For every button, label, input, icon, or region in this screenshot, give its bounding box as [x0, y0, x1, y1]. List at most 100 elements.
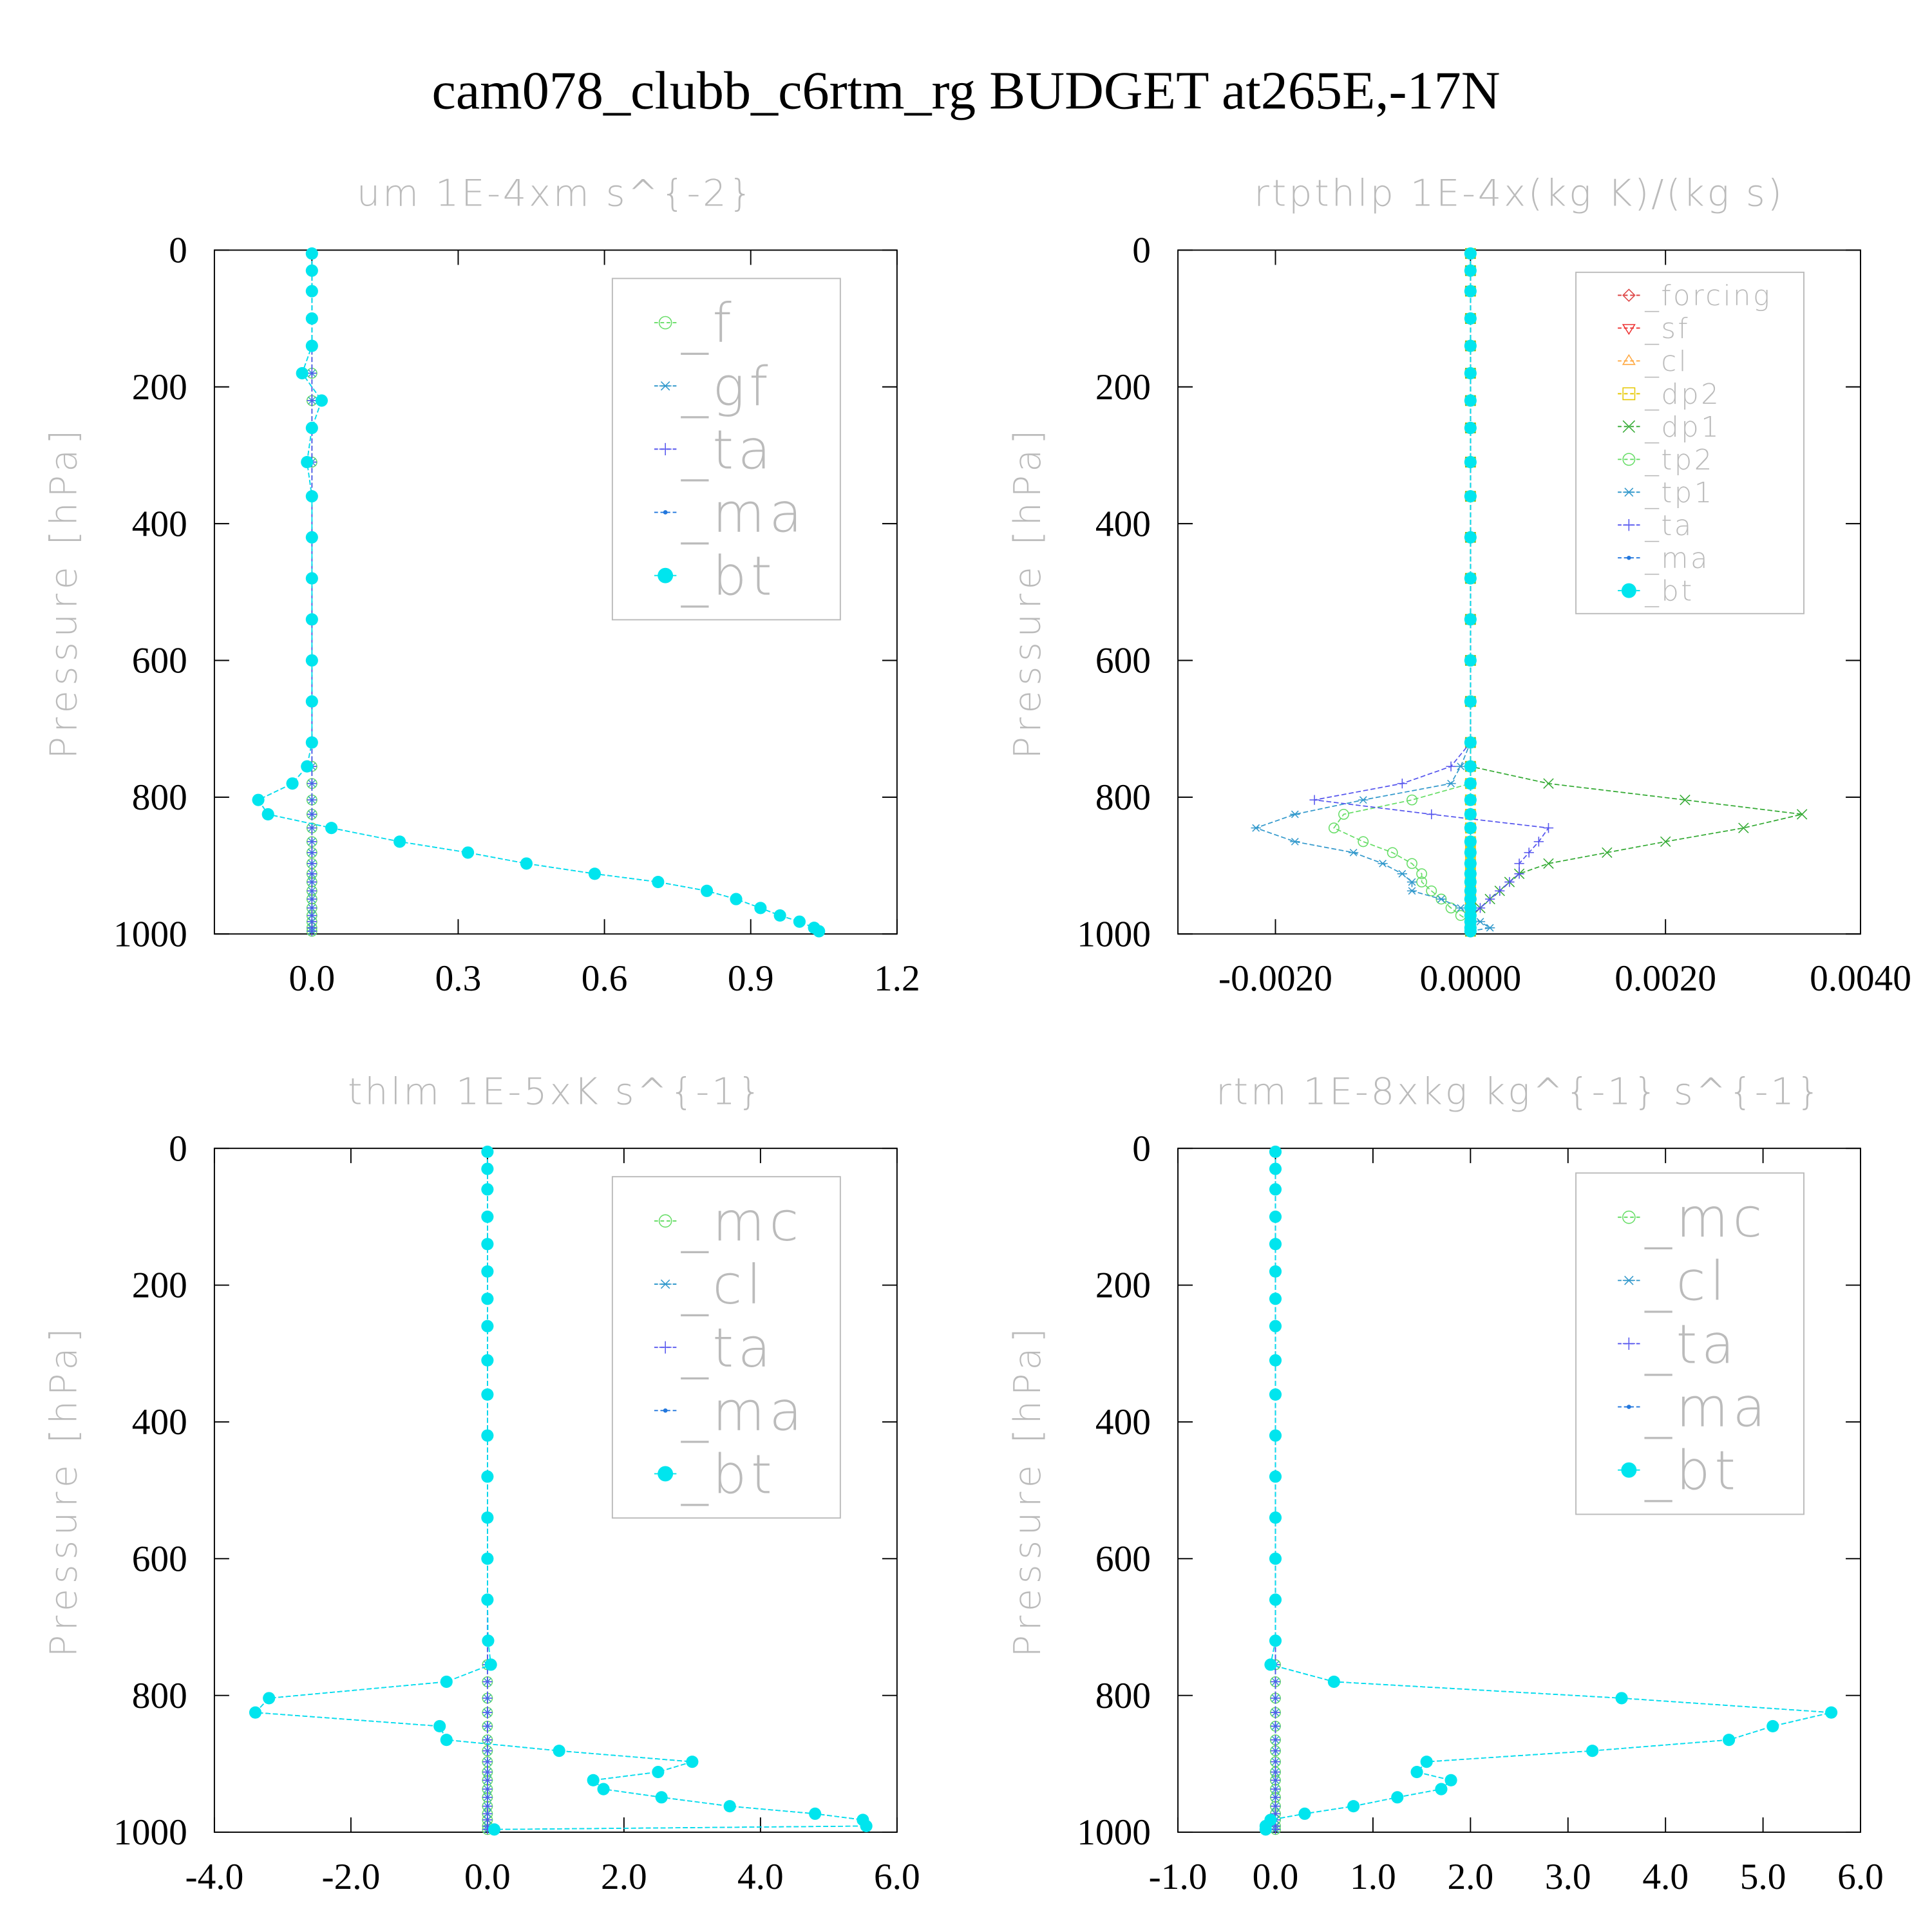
- marker: [286, 777, 299, 790]
- marker: [307, 848, 317, 858]
- marker: [482, 1775, 493, 1785]
- legend-label: _ta: [681, 419, 775, 481]
- marker: [482, 1693, 493, 1703]
- marker: [730, 893, 743, 905]
- marker: [1464, 846, 1477, 859]
- page-title: cam078_clubb_c6rtm_rg BUDGET at265E,-17N: [432, 61, 1501, 120]
- marker: [1464, 893, 1477, 905]
- plot-frame: [213, 1148, 898, 1833]
- legend-label: _f: [681, 292, 735, 355]
- marker: [1464, 925, 1477, 938]
- marker: [1514, 869, 1524, 879]
- marker: [481, 1162, 494, 1175]
- panel: thlm 1E-5xK s^{-1} Pressure [hPa] 0 200 400 6…: [43, 1070, 920, 1897]
- marker: [1464, 760, 1477, 773]
- marker: [1269, 1265, 1282, 1278]
- legend-label: _bt: [1644, 576, 1694, 608]
- marker: [773, 909, 786, 922]
- marker: [1269, 1210, 1282, 1223]
- legend-label: _bt: [681, 545, 776, 608]
- y-tick-label: 800: [132, 777, 187, 818]
- marker: [1464, 366, 1477, 380]
- marker: [1464, 456, 1477, 469]
- x-tick-label: 4.0: [737, 1857, 784, 1897]
- y-tick-label: 800: [1095, 777, 1151, 818]
- marker: [307, 858, 317, 869]
- marker: [1464, 394, 1477, 407]
- marker: [305, 339, 318, 352]
- marker: [481, 1511, 494, 1524]
- marker: [307, 876, 317, 887]
- marker: [301, 760, 314, 773]
- marker: [1514, 858, 1524, 869]
- marker: [305, 654, 318, 667]
- marker: [305, 490, 318, 503]
- marker: [1269, 1183, 1282, 1196]
- y-tick-label: 400: [132, 504, 187, 544]
- x-tick-label: 6.0: [1837, 1857, 1884, 1897]
- x-tick-label: 3.0: [1545, 1857, 1591, 1897]
- y-axis-label: Pressure [hPa]: [43, 1323, 86, 1658]
- marker: [1543, 858, 1554, 869]
- marker: [1464, 247, 1477, 260]
- marker: [1623, 519, 1635, 531]
- marker: [1464, 695, 1477, 708]
- marker: [1464, 857, 1477, 870]
- marker: [1464, 490, 1477, 503]
- marker: [520, 857, 533, 870]
- marker: [1269, 1470, 1282, 1483]
- marker: [1446, 779, 1456, 788]
- marker: [1484, 923, 1495, 932]
- marker: [305, 572, 318, 585]
- y-tick-label: 0: [1132, 231, 1151, 271]
- marker: [1621, 1462, 1637, 1478]
- legend-label: _cl: [681, 1254, 766, 1316]
- marker: [658, 1466, 674, 1482]
- marker: [482, 1756, 493, 1767]
- marker: [433, 1719, 446, 1733]
- marker: [553, 1745, 565, 1757]
- marker: [1397, 869, 1408, 878]
- marker: [1622, 289, 1636, 302]
- x-tick-label: 2.0: [1447, 1857, 1493, 1897]
- marker: [1444, 1774, 1457, 1786]
- marker: [1269, 1429, 1282, 1442]
- marker: [1464, 421, 1477, 435]
- marker: [482, 1676, 493, 1687]
- marker: [482, 1707, 493, 1718]
- marker: [1626, 1405, 1631, 1409]
- marker: [659, 1279, 672, 1289]
- y-tick-label: 200: [1095, 367, 1151, 408]
- marker: [658, 1214, 672, 1228]
- x-tick-label: 0.0000: [1419, 958, 1521, 999]
- marker: [296, 366, 308, 380]
- marker: [307, 837, 317, 847]
- y-tick-label: 200: [132, 1265, 187, 1306]
- y-tick-label: 600: [132, 1539, 187, 1579]
- marker: [1622, 387, 1636, 401]
- marker: [1464, 654, 1477, 667]
- marker: [305, 285, 318, 298]
- marker: [1455, 904, 1466, 912]
- y-tick-label: 0: [1132, 1128, 1151, 1169]
- y-tick-label: 800: [132, 1676, 187, 1716]
- legend-label: _bt: [681, 1443, 776, 1506]
- marker: [658, 567, 674, 583]
- marker: [1298, 1807, 1311, 1820]
- y-tick-label: 1000: [113, 914, 187, 954]
- marker: [1269, 1593, 1282, 1606]
- marker: [1406, 794, 1417, 806]
- marker: [1259, 1823, 1272, 1836]
- marker: [1270, 1775, 1281, 1785]
- marker: [1347, 1800, 1360, 1813]
- y-tick-label: 400: [132, 1402, 187, 1443]
- marker: [1358, 836, 1369, 848]
- marker: [1495, 886, 1505, 896]
- marker: [1269, 1552, 1282, 1565]
- marker: [1251, 824, 1261, 832]
- legend-label: _tp1: [1644, 477, 1714, 509]
- marker: [1825, 1706, 1838, 1719]
- legend-label: _dp1: [1644, 412, 1721, 444]
- marker: [1269, 1293, 1282, 1305]
- marker: [1622, 420, 1636, 433]
